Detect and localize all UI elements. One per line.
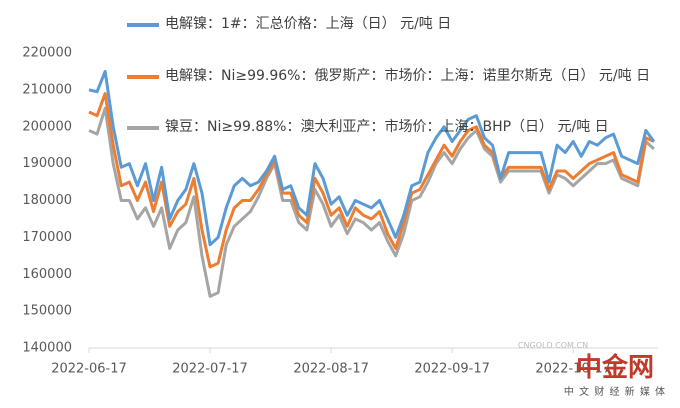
y-tick-label: 190000 (22, 156, 72, 171)
y-tick-label: 200000 (22, 119, 72, 134)
legend-item: 电解镍：Ni≥99.96%：俄罗斯产：市场价：上海：诺里尔斯克（日） 元/吨 日 (127, 65, 665, 88)
series-line (88, 106, 655, 298)
logo: CNGOLD.COM.CN 中金网 中 文 财 经 新 媒 体 (518, 341, 666, 398)
legend-swatch (127, 75, 159, 79)
x-tick-label: 2022-10-17 (535, 362, 611, 377)
y-tick-label: 180000 (22, 193, 72, 208)
logo-slogan: 中 文 财 经 新 媒 体 (563, 387, 666, 398)
legend-item: 电解镍：1#：汇总价格：上海（日） 元/吨 日 (127, 13, 665, 36)
y-tick-label: 150000 (22, 304, 72, 319)
y-tick-label: 220000 (22, 46, 72, 61)
y-tick-label: 160000 (22, 267, 72, 282)
series-line (88, 69, 656, 247)
legend-label: 电解镍：1#：汇总价格：上海（日） 元/吨 日 (165, 16, 452, 32)
legend-label: 镍豆：Ni≥99.88%：澳大利亚产：市场价：上海：BHP（日） 元/吨 日 (165, 119, 609, 135)
y-tick-label: 140000 (22, 341, 72, 356)
y-tick-label: 210000 (22, 82, 72, 97)
logo-name: 中金网 (575, 353, 654, 383)
legend-swatch (127, 23, 159, 27)
x-tick-label: 2022-06-17 (51, 362, 127, 377)
legend-swatch (127, 126, 159, 130)
legend-label: 电解镍：Ni≥99.96%：俄罗斯产：市场价：上海：诺里尔斯克（日） 元/吨 日 (165, 68, 651, 84)
x-tick-label: 2022-08-17 (293, 362, 369, 377)
y-tick-label: 170000 (22, 230, 72, 245)
series-line (88, 92, 655, 269)
x-tick-label: 2022-07-17 (172, 362, 248, 377)
x-tick-label: 2022-09-17 (414, 362, 490, 377)
logo-url: CNGOLD.COM.CN (517, 341, 589, 350)
legend-item: 镍豆：Ni≥99.88%：澳大利亚产：市场价：上海：BHP（日） 元/吨 日 (127, 116, 665, 139)
